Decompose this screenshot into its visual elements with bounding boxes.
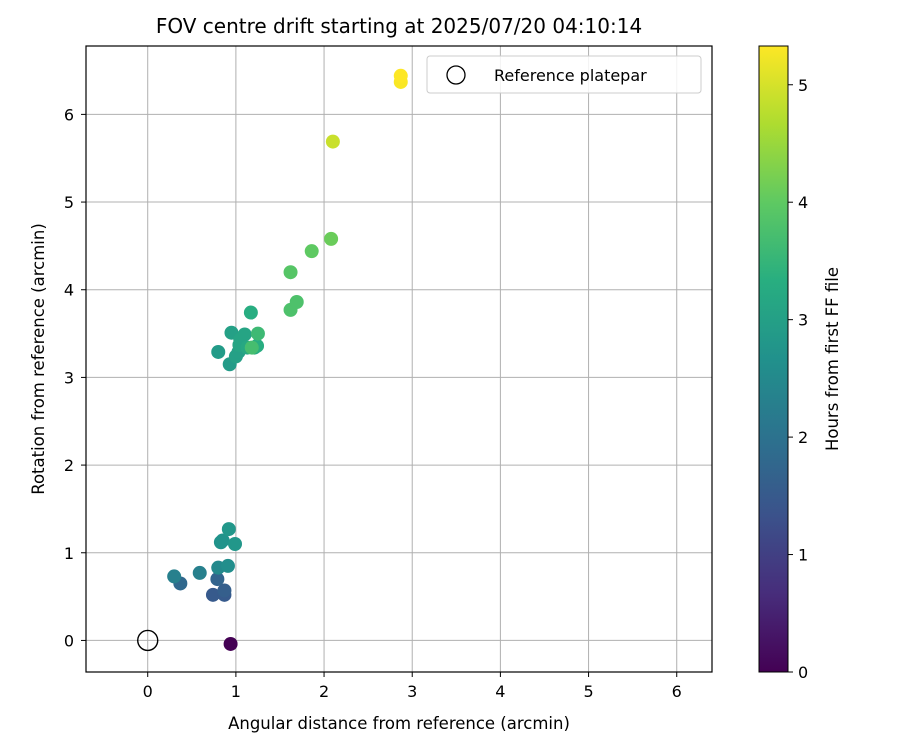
grid — [86, 46, 712, 672]
y-tick-label: 1 — [64, 544, 74, 563]
reference-marker-group — [137, 629, 159, 652]
scatter-point — [217, 583, 232, 598]
scatter-point — [215, 533, 230, 548]
colorbar-tick-label: 2 — [798, 428, 808, 447]
scatter-point — [304, 244, 319, 259]
y-tick-label: 6 — [64, 105, 74, 124]
y-tick-label: 4 — [64, 281, 74, 300]
plot-frame — [85, 45, 713, 673]
scatter-point — [243, 305, 258, 320]
colorbar-tick-label: 1 — [798, 546, 808, 565]
legend: Reference platepar — [426, 55, 702, 94]
x-axis-ticks: 0 1 2 3 4 5 6 — [143, 672, 682, 701]
y-axis-label: Rotation from reference (arcmin) — [29, 223, 48, 495]
colorbar-gradient — [758, 45, 789, 673]
scatter-point — [250, 326, 265, 341]
scatter-point — [244, 340, 259, 355]
x-tick-label: 2 — [319, 682, 329, 701]
scatter-point — [325, 134, 340, 149]
scatter-point — [221, 522, 236, 537]
y-axis-ticks: 0 1 2 3 4 5 6 — [64, 105, 86, 650]
y-tick-label: 3 — [64, 368, 74, 387]
x-tick-label: 6 — [672, 682, 682, 701]
x-tick-label: 0 — [143, 682, 153, 701]
scatter-point — [210, 572, 225, 587]
colorbar-label: Hours from first FF file — [823, 267, 842, 451]
colorbar-tick-label: 0 — [798, 663, 808, 682]
legend-box — [426, 55, 702, 94]
x-tick-label: 1 — [231, 682, 241, 701]
colorbar-tick-label: 5 — [798, 76, 808, 95]
chart-title: FOV centre drift starting at 2025/07/20 … — [156, 14, 642, 38]
colorbar-ticks: 0 1 2 3 4 5 — [788, 76, 808, 682]
reference-platepar-marker — [137, 629, 159, 652]
scatter-point — [220, 558, 235, 573]
scatter-point — [324, 231, 339, 246]
scatter-point — [205, 587, 220, 602]
x-tick-label: 3 — [407, 682, 417, 701]
scatter-point — [237, 327, 252, 342]
scatter-point — [289, 295, 304, 310]
x-tick-label: 4 — [495, 682, 505, 701]
colorbar-tick-label: 4 — [798, 193, 808, 212]
y-tick-label: 2 — [64, 456, 74, 475]
colorbar-tick-label: 3 — [798, 311, 808, 330]
scatter-point — [223, 636, 238, 651]
scatter-point — [167, 569, 182, 584]
scatter-point — [283, 265, 298, 280]
y-tick-label: 0 — [64, 631, 74, 650]
legend-marker-icon — [446, 65, 466, 85]
data-points — [167, 68, 408, 651]
y-tick-label: 5 — [64, 193, 74, 212]
scatter-point — [393, 68, 408, 83]
scatter-point — [192, 565, 207, 580]
scatter-point — [228, 536, 243, 551]
legend-entry: Reference platepar — [494, 66, 647, 85]
scatter-point — [211, 344, 226, 359]
colorbar: 0 1 2 3 4 5 Hours from first FF file — [758, 45, 842, 682]
x-axis-label: Angular distance from reference (arcmin) — [228, 714, 570, 733]
x-tick-label: 5 — [583, 682, 593, 701]
